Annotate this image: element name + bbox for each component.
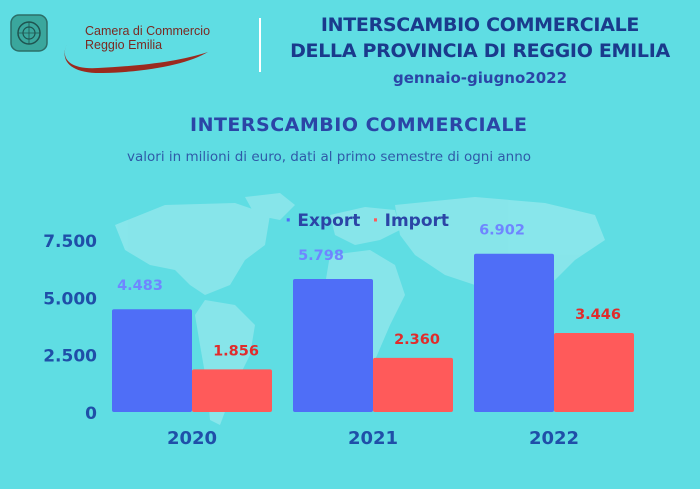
x-tick-label: 2021 bbox=[348, 428, 398, 449]
data-label-import: 1.856 bbox=[213, 343, 259, 359]
x-tick-label: 2022 bbox=[529, 428, 579, 449]
legend-export-marker: · bbox=[285, 211, 292, 231]
bar-import-2021 bbox=[373, 357, 453, 412]
bar-import-2020 bbox=[192, 369, 272, 412]
y-tick-label: 5.000 bbox=[43, 289, 97, 309]
logo-line1: Camera di Commercio bbox=[85, 24, 211, 38]
header-title-line2: DELLA PROVINCIA DI REGGIO EMILIA bbox=[290, 40, 670, 62]
data-label-export: 5.798 bbox=[298, 248, 344, 264]
data-label-export: 4.483 bbox=[117, 278, 163, 294]
chart-legend: · Export · Import bbox=[285, 211, 449, 231]
data-label-import: 3.446 bbox=[575, 307, 621, 323]
y-tick-label: 2.500 bbox=[43, 347, 97, 367]
logo-line2: Reggio Emilia bbox=[85, 38, 163, 52]
legend-import-marker: · bbox=[372, 211, 379, 231]
legend-import-label: Import bbox=[384, 211, 450, 231]
data-label-export: 6.902 bbox=[479, 223, 525, 239]
x-tick-label: 2020 bbox=[167, 428, 217, 449]
header-title-line1: INTERSCAMBIO COMMERCIALE bbox=[320, 14, 640, 36]
legend-export-label: Export bbox=[297, 211, 361, 231]
bar-export-2020 bbox=[112, 309, 192, 412]
chart-title: INTERSCAMBIO COMMERCIALE bbox=[190, 114, 528, 136]
bar-import-2022 bbox=[554, 332, 634, 412]
logo-text: Camera di Commercio Reggio Emilia bbox=[85, 24, 210, 52]
logo-swoosh-icon bbox=[64, 42, 209, 74]
chart-subtitle: valori in milioni di euro, dati al primo… bbox=[127, 149, 532, 165]
bar-export-2022 bbox=[474, 253, 554, 412]
y-tick-label: 0 bbox=[85, 404, 97, 424]
bar-export-2021 bbox=[293, 279, 373, 412]
seal-logo-icon bbox=[10, 14, 48, 52]
y-tick-label: 7.500 bbox=[43, 232, 97, 252]
header-period: gennaio-giugno2022 bbox=[392, 69, 568, 87]
data-label-import: 2.360 bbox=[394, 332, 440, 348]
header-divider bbox=[259, 18, 261, 72]
